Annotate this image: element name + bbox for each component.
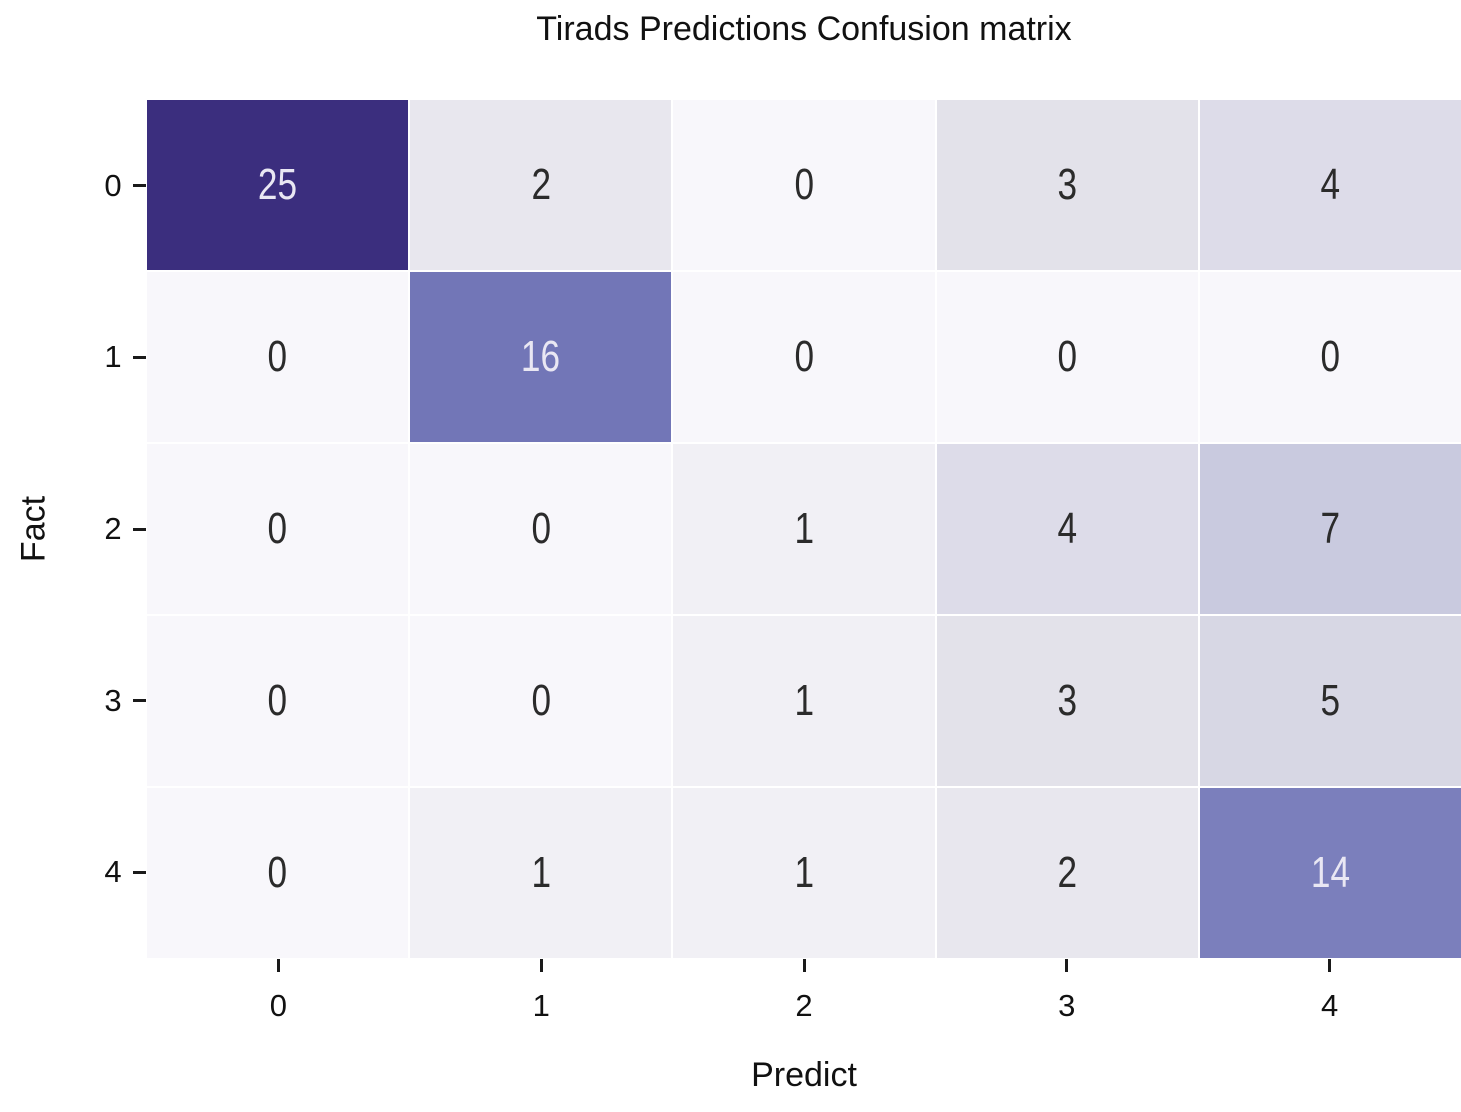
heatmap-plot-area: 25 2 0 3 4 0 16 0 0 0 0 0 1 4 7 0 0 1 3 5 0 1 1 2 14 [147,100,1461,958]
cell-value: 0 [794,160,814,209]
cell-value: 1 [794,504,814,553]
y-axis-tick-3 [133,699,146,703]
x-axis-tick-3 [1065,959,1069,972]
cell-value: 1 [794,848,814,897]
y-tick-label-3: 3 [104,682,122,718]
heatmap-cell-r3c0: 0 [147,616,409,786]
cell-value: 0 [267,676,288,725]
x-tick-label-0: 0 [269,988,288,1023]
heatmap-cell-r3c2: 1 [673,616,935,786]
heatmap-cell-r2c0: 0 [147,444,409,614]
chart-title: Tirads Predictions Confusion matrix [536,10,1072,48]
cell-value: 14 [1310,848,1350,897]
y-axis-tick-2 [133,527,146,531]
x-axis-tick-1 [539,959,543,972]
heatmap-cell-r0c4: 4 [1199,100,1461,270]
cell-value: 0 [530,504,551,553]
cell-value: 3 [1057,676,1077,725]
heatmap-cell-r2c3: 4 [936,444,1198,614]
heatmap-cell-r4c0: 0 [147,788,409,958]
cell-value: 0 [267,332,288,381]
cell-value: 0 [530,676,551,725]
cell-value: 0 [1320,332,1341,381]
heatmap-cell-r3c4: 5 [1199,616,1461,786]
x-axis-tick-0 [276,959,280,972]
heatmap-cell-r2c1: 0 [410,444,672,614]
cell-value: 5 [1320,676,1341,725]
x-tick-label-1: 1 [532,988,550,1023]
x-tick-label-2: 2 [795,988,813,1023]
cell-value: 0 [267,504,288,553]
y-axis-tick-0 [133,184,146,188]
x-axis-tick-2 [802,959,806,972]
heatmap-cell-r0c3: 3 [936,100,1198,270]
heatmap-cell-r4c1: 1 [410,788,672,958]
cell-value: 3 [1057,160,1077,209]
cell-value: 4 [1057,504,1077,553]
y-tick-label-2: 2 [104,511,122,546]
heatmap-cell-r2c2: 1 [673,444,935,614]
heatmap-cell-r1c0: 0 [147,272,409,442]
heatmap-cell-r1c1: 16 [410,272,672,442]
cell-value: 0 [1057,332,1077,381]
y-tick-label-0: 0 [104,167,122,203]
cell-value: 4 [1320,160,1341,209]
heatmap-cell-r0c0: 25 [147,100,409,270]
heatmap-cell-r4c2: 1 [673,788,935,958]
cell-value: 2 [530,160,551,209]
heatmap-cell-r4c4: 14 [1199,788,1461,958]
y-tick-label-4: 4 [104,854,122,890]
cell-value: 7 [1320,504,1341,553]
x-axis-label: Predict [751,1056,857,1094]
x-axis-tick-4 [1328,959,1332,972]
heatmap-cell-r0c2: 0 [673,100,935,270]
x-tick-label-3: 3 [1058,988,1076,1023]
cell-value: 0 [794,332,814,381]
cell-value: 0 [267,848,288,897]
heatmap-cell-r3c3: 3 [936,616,1198,786]
heatmap-cell-r2c4: 7 [1199,444,1461,614]
x-tick-label-4: 4 [1320,988,1339,1023]
heatmap-cell-r0c1: 2 [410,100,672,270]
heatmap-cell-r4c3: 2 [936,788,1198,958]
cell-value: 16 [521,332,561,381]
y-axis-tick-4 [133,870,146,874]
y-axis-tick-1 [133,355,146,359]
heatmap-cell-r1c4: 0 [1199,272,1461,442]
heatmap-cell-r1c3: 0 [936,272,1198,442]
heatmap-cell-r3c1: 0 [410,616,672,786]
cell-value: 2 [1057,848,1077,897]
y-axis-label: Fact [14,495,53,563]
cell-value: 25 [258,160,298,209]
y-tick-label-1: 1 [104,339,122,375]
cell-value: 1 [530,848,551,897]
heatmap-cell-r1c2: 0 [673,272,935,442]
cell-value: 1 [794,676,814,725]
